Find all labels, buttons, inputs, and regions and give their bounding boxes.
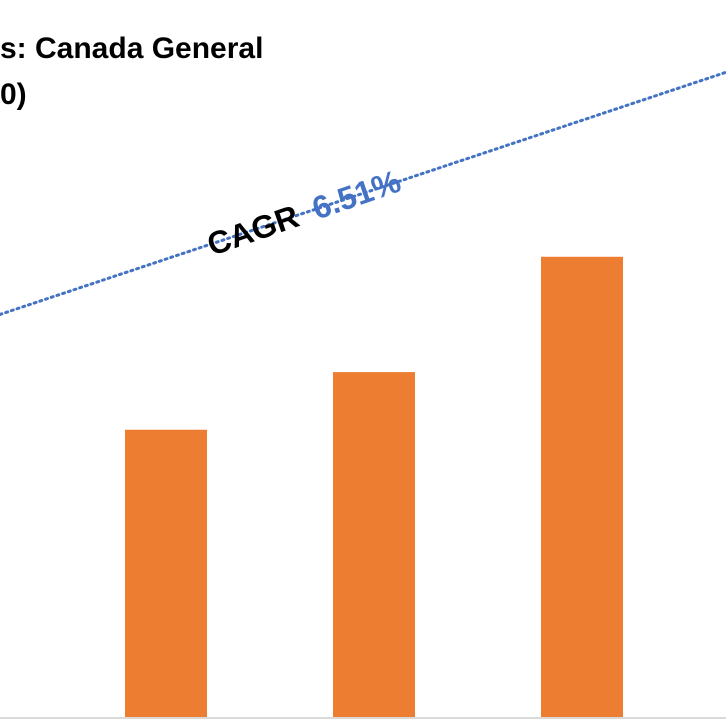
- bars: [125, 256, 623, 718]
- bar-4: [541, 256, 623, 718]
- cagr-trend-line: [0, 70, 726, 316]
- cagr-value: 6.51%: [308, 163, 406, 227]
- chart-title-line-1: s: Canada General: [0, 32, 263, 65]
- chart-title-line-2: 0): [0, 78, 27, 111]
- cagr-label: CAGR: [203, 198, 304, 263]
- cagr-annotation: CAGR 6.51%: [203, 163, 406, 263]
- bar-2: [125, 429, 207, 718]
- bar-3: [333, 372, 415, 718]
- chart-title: s: Canada General 0): [0, 32, 263, 111]
